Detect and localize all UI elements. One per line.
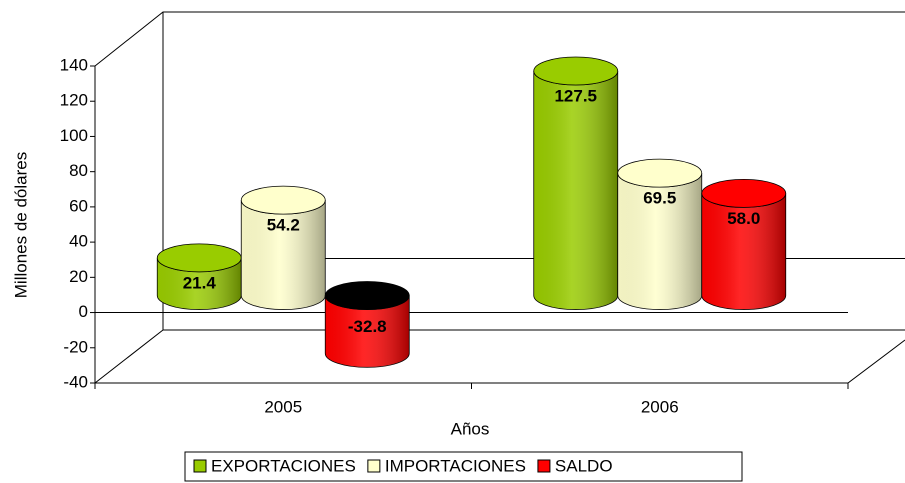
y-axis-title: Millones de dólares [11, 152, 30, 298]
value-label: 69.5 [643, 189, 676, 208]
legend-swatch [193, 459, 207, 473]
value-label: 54.2 [267, 216, 300, 235]
y-tick-label: 80 [69, 161, 88, 180]
legend-swatch [537, 459, 551, 473]
cylinder-top [240, 185, 326, 215]
legend-swatch [367, 459, 381, 473]
back-wall-top [94, 11, 905, 67]
y-tick-label: 40 [69, 232, 88, 251]
value-label: 21.4 [183, 273, 217, 292]
legend-label: EXPORTACIONES [211, 456, 356, 475]
cylinder-shade [617, 173, 702, 310]
legend-label: IMPORTACIONES [385, 456, 526, 475]
x-tick-label: 2005 [264, 397, 302, 416]
cylinder-top [156, 243, 242, 273]
legend-box [184, 451, 743, 482]
cylinder-shade [533, 71, 618, 310]
cylinder-top [701, 179, 787, 208]
value-label: -32.8 [348, 317, 387, 336]
y-tick-label: 60 [69, 196, 88, 215]
y-tick-label: -40 [63, 372, 88, 391]
cylinder-top [533, 56, 619, 86]
floor-front [95, 339, 905, 384]
value-label: 127.5 [554, 86, 597, 105]
y-tick-label: 120 [60, 91, 88, 110]
floor-back [94, 329, 905, 384]
y-tick-label: 140 [60, 55, 88, 74]
cylinder-top [324, 281, 410, 310]
y-tick-label: 20 [69, 267, 88, 286]
legend-label: SALDO [555, 456, 613, 475]
x-axis-title: Años [451, 419, 490, 438]
x-tick-label: 2006 [641, 397, 679, 416]
cylinder-shade [241, 200, 326, 310]
cylinder-top [617, 158, 703, 188]
cylinder-shade [701, 193, 786, 310]
y-tick-label: 100 [60, 126, 88, 145]
y-tick-label: 0 [79, 302, 88, 321]
value-label: 58.0 [727, 209, 760, 228]
cylinder-shade [157, 257, 242, 310]
y-tick-label: -20 [63, 337, 88, 356]
cylinder-shade [325, 295, 410, 368]
